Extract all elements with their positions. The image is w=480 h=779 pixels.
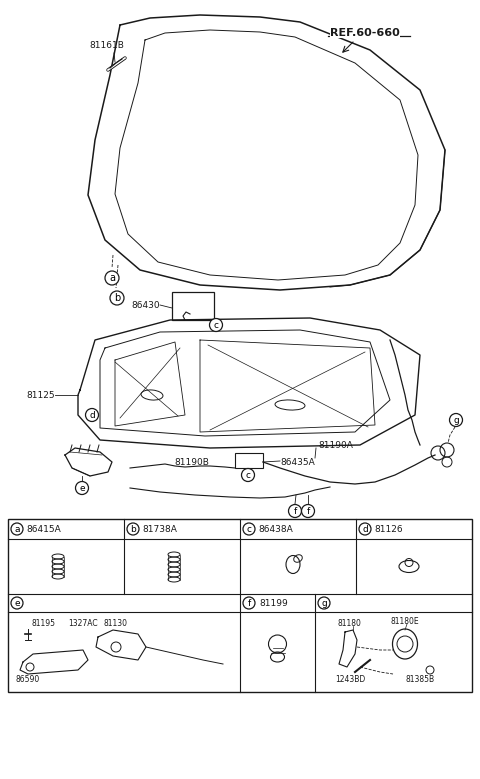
- Circle shape: [359, 523, 371, 535]
- Circle shape: [209, 319, 223, 332]
- Text: 81199: 81199: [259, 598, 288, 608]
- Bar: [235, 453, 263, 468]
- Circle shape: [75, 481, 88, 495]
- Text: a: a: [109, 273, 115, 283]
- Text: 81125: 81125: [26, 390, 55, 400]
- Text: f: f: [293, 506, 297, 516]
- Circle shape: [288, 505, 301, 517]
- Text: 81190B: 81190B: [175, 458, 209, 467]
- Text: 81126: 81126: [374, 524, 403, 534]
- Circle shape: [243, 523, 255, 535]
- Text: 81195: 81195: [31, 619, 55, 629]
- Circle shape: [85, 408, 98, 421]
- Text: 81385B: 81385B: [406, 675, 434, 685]
- Text: b: b: [130, 524, 136, 534]
- Text: e: e: [79, 484, 85, 492]
- Text: e: e: [14, 598, 20, 608]
- Bar: [172, 292, 214, 320]
- Text: REF.60-660: REF.60-660: [330, 28, 400, 38]
- Circle shape: [241, 468, 254, 481]
- Text: a: a: [14, 524, 20, 534]
- Text: 86590: 86590: [16, 675, 40, 685]
- Circle shape: [105, 271, 119, 285]
- Text: f: f: [247, 598, 251, 608]
- Circle shape: [449, 414, 463, 426]
- Text: d: d: [362, 524, 368, 534]
- Circle shape: [243, 597, 255, 609]
- Text: 81738A: 81738A: [142, 524, 177, 534]
- Text: 86438A: 86438A: [258, 524, 293, 534]
- Text: 81180: 81180: [337, 619, 361, 629]
- Text: 86430: 86430: [132, 301, 160, 309]
- Circle shape: [127, 523, 139, 535]
- Text: 81190A: 81190A: [318, 440, 353, 449]
- Circle shape: [110, 291, 124, 305]
- Circle shape: [11, 523, 23, 535]
- Text: c: c: [245, 471, 251, 480]
- Text: 1327AC: 1327AC: [68, 619, 98, 629]
- Text: g: g: [321, 598, 327, 608]
- Text: d: d: [89, 411, 95, 420]
- Bar: [8, 519, 472, 692]
- Text: 81180E: 81180E: [391, 618, 420, 626]
- Text: 1243BD: 1243BD: [335, 675, 365, 685]
- Circle shape: [301, 505, 314, 517]
- Text: g: g: [453, 415, 459, 425]
- Text: c: c: [247, 524, 252, 534]
- Text: c: c: [214, 320, 218, 330]
- Text: 81161B: 81161B: [90, 41, 124, 50]
- Text: b: b: [114, 293, 120, 303]
- Text: f: f: [306, 506, 310, 516]
- Text: 86435A: 86435A: [280, 458, 315, 467]
- Circle shape: [11, 597, 23, 609]
- Text: 81130: 81130: [104, 619, 128, 629]
- Circle shape: [318, 597, 330, 609]
- Text: 86415A: 86415A: [26, 524, 61, 534]
